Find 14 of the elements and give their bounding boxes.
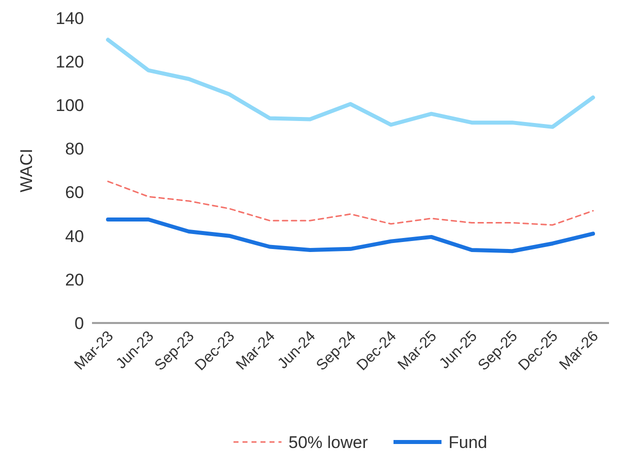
line-series [106, 38, 595, 129]
y-tick-label: 20 [65, 270, 84, 290]
y-tick-label: 80 [65, 140, 84, 159]
y-tick-label: 120 [56, 52, 84, 72]
line-series [107, 180, 594, 226]
y-tick-label: 40 [65, 226, 84, 246]
y-tick-label: 100 [56, 96, 84, 116]
legend-label: 50% lower [288, 432, 368, 452]
y-tick-label: 140 [56, 8, 84, 28]
y-tick-label: 0 [74, 314, 84, 333]
y-tick-label: 60 [65, 183, 84, 202]
line-series [106, 218, 595, 254]
y-axis-title: WACI [17, 148, 36, 192]
legend-label: Fund [448, 432, 488, 452]
